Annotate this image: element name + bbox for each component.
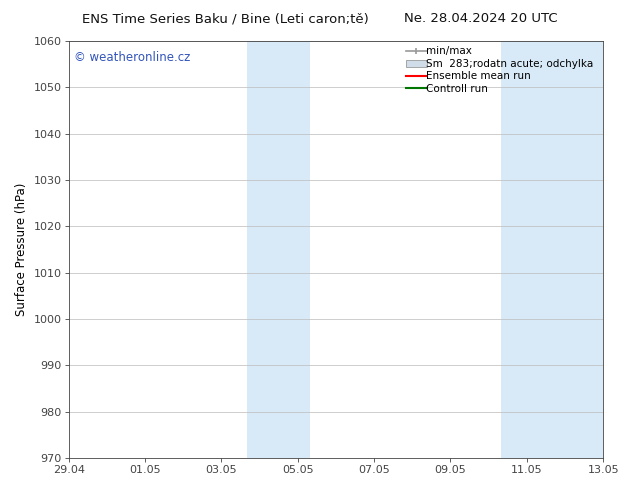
Bar	[501, 41, 603, 458]
Text: © weatheronline.cz: © weatheronline.cz	[74, 51, 190, 65]
Text: ENS Time Series Baku / Bine (Leti caron;tě): ENS Time Series Baku / Bine (Leti caron;…	[82, 12, 369, 25]
Legend: min/max, Sm  283;rodatn acute; odchylka, Ensemble mean run, Controll run: min/max, Sm 283;rodatn acute; odchylka, …	[403, 43, 601, 97]
Y-axis label: Surface Pressure (hPa): Surface Pressure (hPa)	[15, 183, 28, 316]
Bar	[247, 41, 310, 458]
Text: Ne. 28.04.2024 20 UTC: Ne. 28.04.2024 20 UTC	[404, 12, 558, 25]
